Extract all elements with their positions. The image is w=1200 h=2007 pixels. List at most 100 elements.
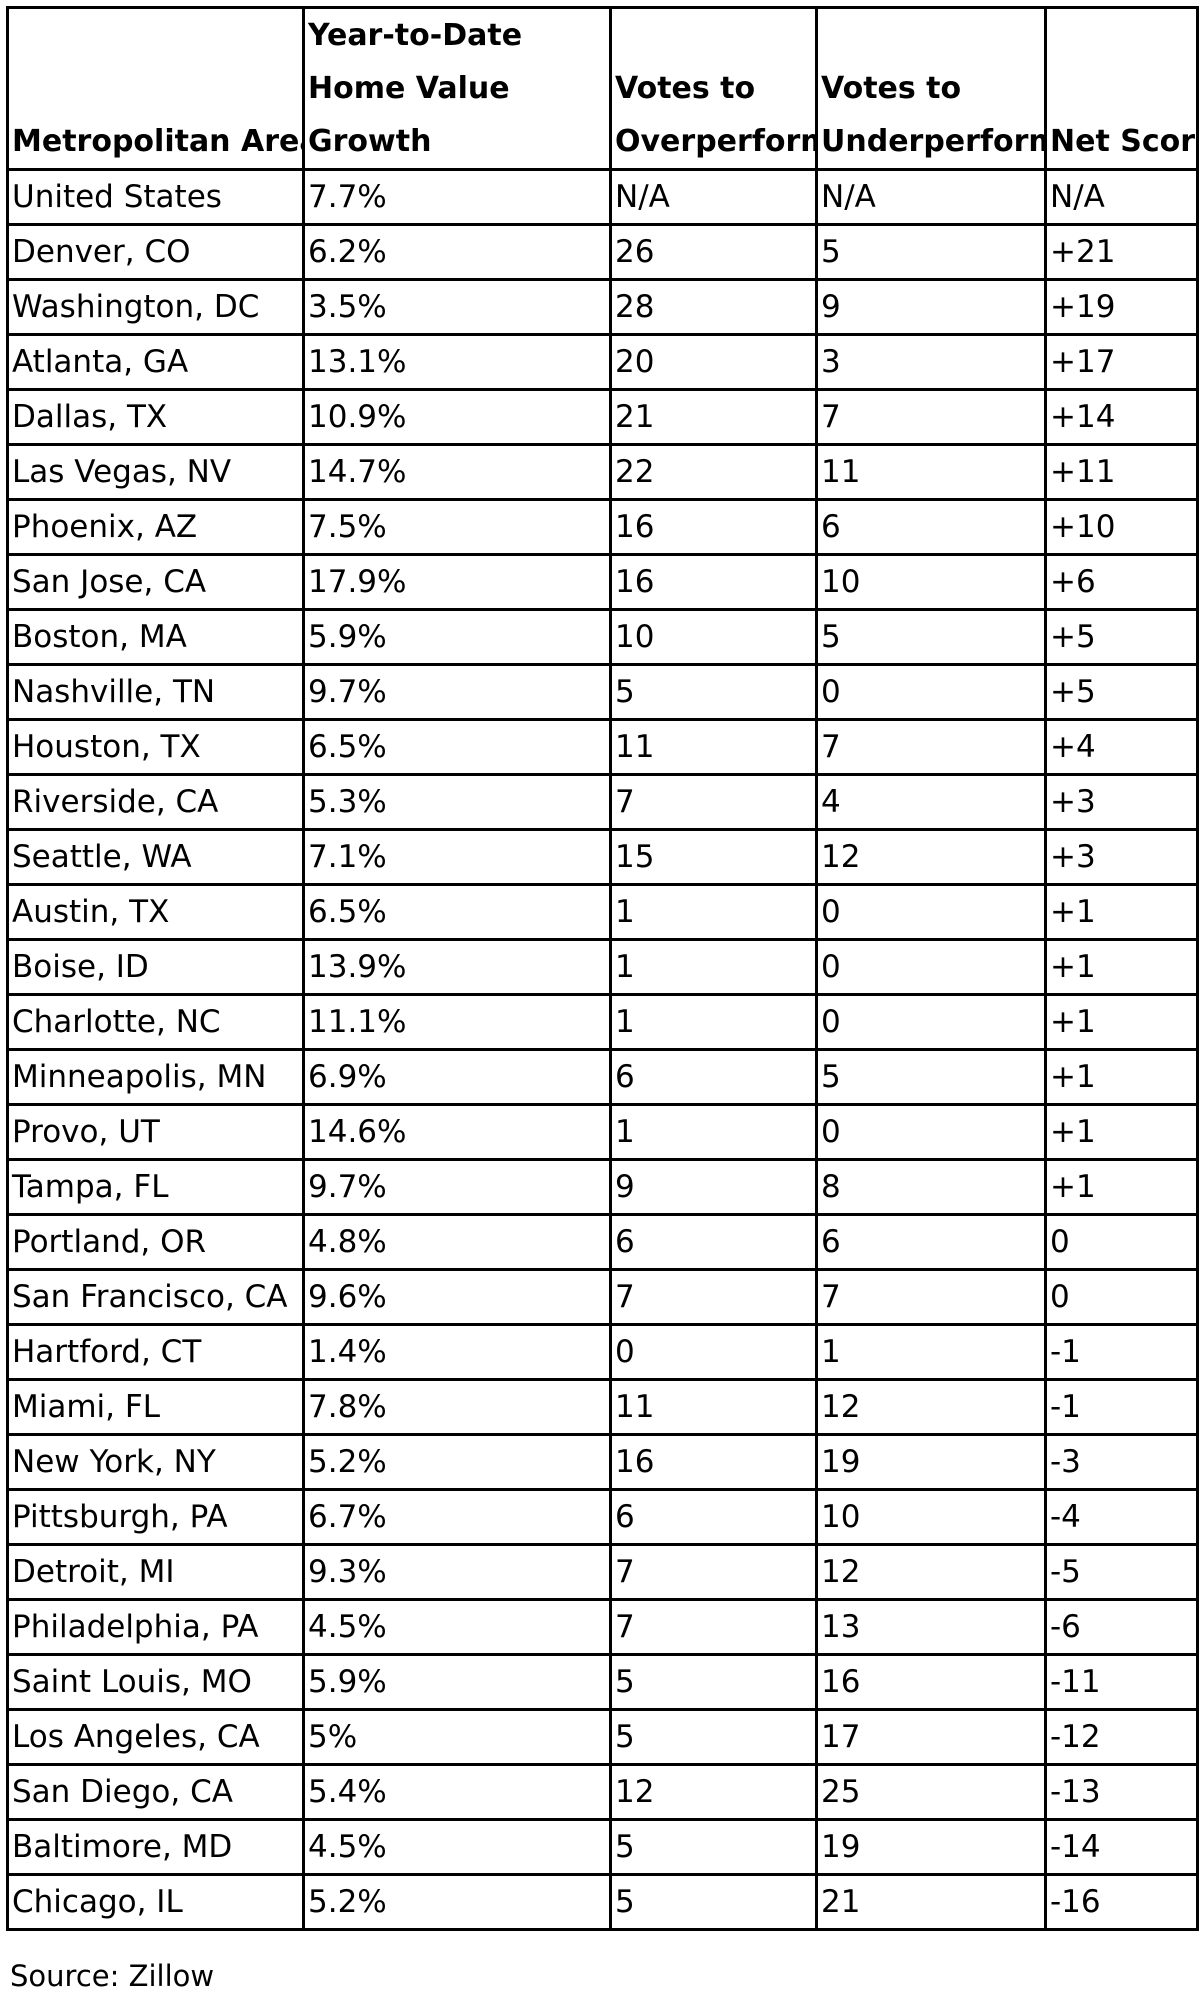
cell-ytd-growth: 5.9%	[302, 608, 612, 666]
cell-votes-overperform: 6	[609, 1213, 818, 1271]
table-row: Hartford, CT 1.4% 0 1 -1	[6, 1323, 1199, 1381]
cell-ytd-growth: 9.7%	[302, 663, 612, 721]
cell-ytd-growth: 10.9%	[302, 388, 612, 446]
table-row: Boston, MA 5.9% 10 5 +5	[6, 608, 1199, 666]
cell-net-score: +11	[1044, 443, 1199, 501]
cell-net-score: +3	[1044, 773, 1199, 831]
table-row: Pittsburgh, PA 6.7% 6 10 -4	[6, 1488, 1199, 1546]
table-row: Minneapolis, MN 6.9% 6 5 +1	[6, 1048, 1199, 1106]
cell-ytd-growth: 9.7%	[302, 1158, 612, 1216]
table-row: Los Angeles, CA 5% 5 17 -12	[6, 1708, 1199, 1766]
cell-ytd-growth: 6.5%	[302, 718, 612, 776]
cell-votes-overperform: 6	[609, 1048, 818, 1106]
cell-votes-underperform: 19	[815, 1433, 1047, 1491]
cell-metropolitan-area: San Diego, CA	[6, 1763, 305, 1821]
cell-net-score: +5	[1044, 663, 1199, 721]
cell-net-score: N/A	[1044, 168, 1199, 226]
metro-home-value-table: Metropolitan Area Year-to-Date Home Valu…	[6, 6, 1199, 1931]
cell-ytd-growth: 5%	[302, 1708, 612, 1766]
cell-net-score: -11	[1044, 1653, 1199, 1711]
cell-votes-overperform: 21	[609, 388, 818, 446]
cell-ytd-growth: 4.8%	[302, 1213, 612, 1271]
cell-votes-overperform: 7	[609, 1598, 818, 1656]
cell-metropolitan-area: Pittsburgh, PA	[6, 1488, 305, 1546]
table-row: Las Vegas, NV 14.7% 22 11 +11	[6, 443, 1199, 501]
cell-votes-overperform: 0	[609, 1323, 818, 1381]
table-row: Riverside, CA 5.3% 7 4 +3	[6, 773, 1199, 831]
cell-votes-underperform: 12	[815, 828, 1047, 886]
cell-votes-underperform: 9	[815, 278, 1047, 336]
cell-metropolitan-area: Baltimore, MD	[6, 1818, 305, 1876]
cell-metropolitan-area: Miami, FL	[6, 1378, 305, 1436]
table-row: Houston, TX 6.5% 11 7 +4	[6, 718, 1199, 776]
cell-metropolitan-area: Boston, MA	[6, 608, 305, 666]
cell-votes-overperform: 16	[609, 553, 818, 611]
cell-votes-underperform: 0	[815, 1103, 1047, 1161]
cell-votes-overperform: 9	[609, 1158, 818, 1216]
header-net-score: Net Score	[1044, 6, 1199, 171]
cell-metropolitan-area: Phoenix, AZ	[6, 498, 305, 556]
cell-votes-overperform: N/A	[609, 168, 818, 226]
cell-votes-underperform: 10	[815, 553, 1047, 611]
cell-net-score: 0	[1044, 1213, 1199, 1271]
cell-net-score: -1	[1044, 1323, 1199, 1381]
cell-ytd-growth: 6.2%	[302, 223, 612, 281]
cell-votes-overperform: 1	[609, 1103, 818, 1161]
cell-net-score: -4	[1044, 1488, 1199, 1546]
cell-votes-overperform: 11	[609, 1378, 818, 1436]
cell-votes-underperform: 6	[815, 498, 1047, 556]
header-votes-to-overperform: Votes to Overperform	[609, 6, 818, 171]
cell-net-score: +1	[1044, 1158, 1199, 1216]
cell-ytd-growth: 9.6%	[302, 1268, 612, 1326]
cell-votes-underperform: 12	[815, 1543, 1047, 1601]
cell-votes-overperform: 5	[609, 1653, 818, 1711]
table-row: Detroit, MI 9.3% 7 12 -5	[6, 1543, 1199, 1601]
cell-metropolitan-area: New York, NY	[6, 1433, 305, 1491]
cell-votes-underperform: 0	[815, 663, 1047, 721]
table-row: Charlotte, NC 11.1% 1 0 +1	[6, 993, 1199, 1051]
cell-votes-underperform: 7	[815, 388, 1047, 446]
cell-metropolitan-area: Chicago, IL	[6, 1873, 305, 1931]
cell-metropolitan-area: Hartford, CT	[6, 1323, 305, 1381]
cell-metropolitan-area: Washington, DC	[6, 278, 305, 336]
cell-votes-underperform: N/A	[815, 168, 1047, 226]
cell-ytd-growth: 5.2%	[302, 1433, 612, 1491]
source-note: Source: Zillow	[10, 1959, 215, 1993]
table-row: Baltimore, MD 4.5% 5 19 -14	[6, 1818, 1199, 1876]
cell-votes-overperform: 7	[609, 1268, 818, 1326]
header-ytd-home-value-growth: Year-to-Date Home Value Growth	[302, 6, 612, 171]
cell-metropolitan-area: Nashville, TN	[6, 663, 305, 721]
cell-votes-underperform: 4	[815, 773, 1047, 831]
cell-metropolitan-area: Los Angeles, CA	[6, 1708, 305, 1766]
cell-votes-underperform: 17	[815, 1708, 1047, 1766]
cell-votes-underperform: 25	[815, 1763, 1047, 1821]
cell-net-score: -6	[1044, 1598, 1199, 1656]
cell-metropolitan-area: Charlotte, NC	[6, 993, 305, 1051]
cell-votes-underperform: 5	[815, 223, 1047, 281]
cell-metropolitan-area: Austin, TX	[6, 883, 305, 941]
table-row: Atlanta, GA 13.1% 20 3 +17	[6, 333, 1199, 391]
cell-metropolitan-area: Philadelphia, PA	[6, 1598, 305, 1656]
table-row: Austin, TX 6.5% 1 0 +1	[6, 883, 1199, 941]
cell-net-score: -13	[1044, 1763, 1199, 1821]
cell-votes-overperform: 1	[609, 993, 818, 1051]
cell-net-score: -14	[1044, 1818, 1199, 1876]
cell-net-score: +1	[1044, 993, 1199, 1051]
table-row: Provo, UT 14.6% 1 0 +1	[6, 1103, 1199, 1161]
table-row: Portland, OR 4.8% 6 6 0	[6, 1213, 1199, 1271]
cell-ytd-growth: 6.9%	[302, 1048, 612, 1106]
table-body: United States 7.7% N/A N/A N/A Denver, CO 6.2%…	[6, 168, 1199, 1931]
cell-metropolitan-area: Portland, OR	[6, 1213, 305, 1271]
cell-votes-underperform: 19	[815, 1818, 1047, 1876]
table-row: Miami, FL 7.8% 11 12 -1	[6, 1378, 1199, 1436]
header-metropolitan-area: Metropolitan Area	[6, 6, 305, 171]
cell-votes-overperform: 5	[609, 1708, 818, 1766]
cell-ytd-growth: 1.4%	[302, 1323, 612, 1381]
cell-votes-overperform: 12	[609, 1763, 818, 1821]
cell-votes-overperform: 7	[609, 1543, 818, 1601]
cell-votes-overperform: 26	[609, 223, 818, 281]
cell-ytd-growth: 14.6%	[302, 1103, 612, 1161]
table-row: Tampa, FL 9.7% 9 8 +1	[6, 1158, 1199, 1216]
cell-ytd-growth: 13.1%	[302, 333, 612, 391]
cell-ytd-growth: 7.7%	[302, 168, 612, 226]
